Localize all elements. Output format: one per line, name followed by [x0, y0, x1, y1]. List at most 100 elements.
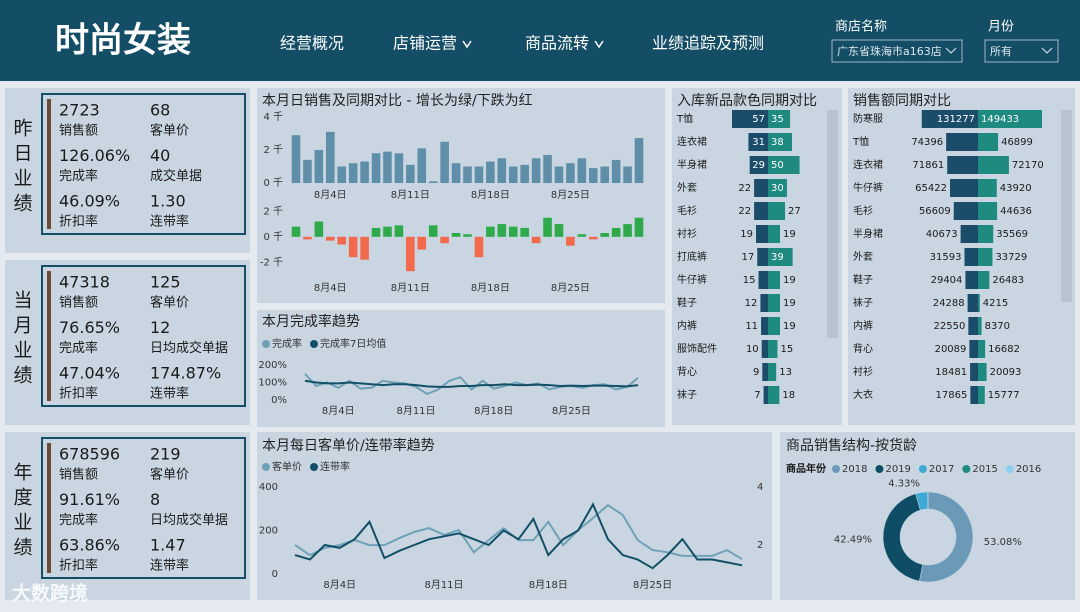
donut-slice — [882, 493, 923, 582]
legend-marker — [310, 340, 318, 348]
kpi-label: 连带率 — [150, 558, 189, 574]
bar — [497, 224, 507, 237]
watermark: 大数跨境 — [12, 582, 88, 605]
legend-label: 客单价 — [272, 460, 302, 473]
nav-item[interactable]: 业绩追踪及预测 — [652, 34, 764, 53]
kpi-value: 63.86% — [59, 536, 120, 555]
chart-panel — [257, 88, 665, 303]
kpi-label: 销售额 — [59, 295, 98, 311]
legend-marker — [832, 465, 840, 473]
data-label: 29 — [752, 160, 765, 171]
x-tick-label: 8月4日 — [314, 282, 347, 294]
bar — [326, 236, 335, 241]
kpi-label: 客单价 — [150, 295, 189, 311]
category-label: 连衣裙 — [853, 158, 883, 171]
bar — [531, 236, 541, 244]
bar — [921, 110, 978, 128]
y-tick-label: 200% — [258, 360, 287, 371]
category-label: 袜子 — [853, 296, 873, 309]
x-tick-label: 8月18日 — [471, 189, 510, 201]
bar — [486, 226, 495, 237]
kpi-panel-title: 当月业绩 — [11, 290, 33, 390]
bar — [543, 154, 552, 183]
category-label: 大衣 — [853, 388, 873, 401]
bar — [768, 156, 800, 174]
bar — [623, 166, 632, 183]
bar — [600, 233, 609, 237]
legend-marker — [918, 465, 927, 473]
category-label: 连衣裙 — [677, 135, 707, 148]
x-tick-label: 8月25日 — [552, 405, 591, 417]
kpi-panel-title: 昨日业绩 — [11, 118, 33, 218]
category-label: 牛仔裤 — [677, 273, 707, 286]
filter-chevron — [945, 47, 957, 54]
bar — [394, 225, 404, 237]
nav-item[interactable]: 经营概况 — [280, 34, 344, 53]
bar — [768, 133, 792, 151]
bar — [326, 131, 335, 183]
nav-item[interactable]: 店铺运营 — [393, 34, 457, 53]
y-tick-label: 0% — [271, 395, 287, 406]
data-label: 40673 — [926, 229, 958, 240]
data-label: 31 — [752, 137, 765, 148]
data-label: 31593 — [930, 252, 962, 263]
data-label: 22550 — [934, 321, 966, 332]
bar — [960, 225, 978, 243]
kpi-value: 174.87% — [150, 364, 221, 383]
legend-label: 2016 — [1016, 464, 1041, 475]
bar — [969, 340, 978, 358]
scrollbar[interactable] — [827, 110, 838, 338]
bar — [965, 271, 978, 289]
x-tick-label: 8月18日 — [474, 405, 513, 417]
category-label: 防寒服 — [853, 112, 883, 125]
data-label: 17 — [742, 252, 755, 263]
x-tick-label: 8月25日 — [551, 282, 590, 294]
bar — [428, 181, 438, 183]
bar — [768, 225, 780, 243]
chart-title: 入库新品款色同期对比 — [677, 92, 817, 109]
bar — [360, 236, 369, 260]
chart-title: 本月完成率趋势 — [262, 313, 360, 330]
filter-dropdown[interactable] — [831, 39, 963, 63]
bar — [634, 217, 644, 237]
data-label: 53.08% — [984, 537, 1022, 548]
bar — [748, 133, 768, 151]
data-label: 16682 — [988, 344, 1020, 355]
app-title: 时尚女装 — [55, 21, 191, 61]
category-label: 牛仔裤 — [853, 181, 883, 194]
data-label: 56609 — [919, 206, 951, 217]
data-label: 27 — [788, 206, 801, 217]
donut-slice — [919, 491, 974, 583]
bar — [947, 156, 978, 174]
bar — [953, 202, 978, 220]
data-label: 57 — [752, 114, 765, 125]
chart-panel — [257, 310, 665, 427]
legend-label: 2017 — [929, 464, 954, 475]
bar — [383, 151, 392, 183]
category-label: 鞋子 — [853, 273, 873, 286]
filter-dropdown[interactable] — [984, 39, 1059, 63]
data-label: 43920 — [1000, 183, 1032, 194]
kpi-value: 46.09% — [59, 192, 120, 211]
bar — [337, 166, 347, 183]
data-label: 65422 — [915, 183, 947, 194]
category-label: 鞋子 — [677, 296, 697, 309]
category-label: T恤 — [676, 112, 693, 125]
bar — [291, 135, 301, 183]
bar — [768, 248, 793, 266]
data-label: 131277 — [937, 114, 975, 125]
bar — [978, 156, 1009, 174]
bar — [964, 248, 978, 266]
bar — [623, 224, 632, 237]
category-label: 衬衫 — [853, 365, 873, 378]
category-label: T恤 — [852, 135, 869, 148]
kpi-value: 219 — [150, 445, 181, 464]
nav-item[interactable]: 商品流转 — [525, 34, 589, 53]
bar — [474, 166, 484, 183]
bar — [634, 138, 644, 183]
bar — [756, 225, 768, 243]
x-tick-label: 8月18日 — [471, 282, 510, 294]
bar — [600, 166, 609, 183]
scrollbar[interactable] — [1061, 110, 1072, 302]
bar — [978, 225, 994, 243]
